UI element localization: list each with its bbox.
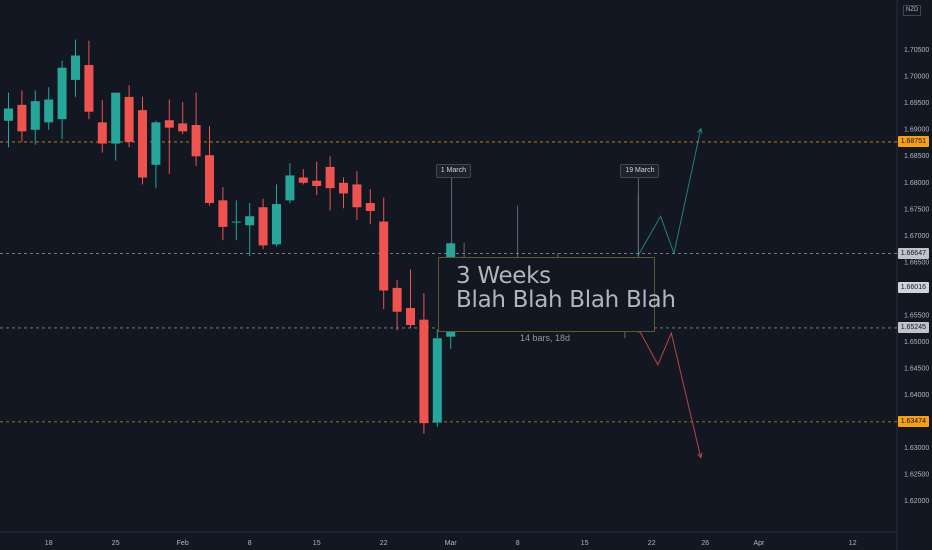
bear-candle (379, 221, 389, 291)
bull-candle (151, 122, 161, 165)
time-tick-label: 26 (701, 540, 709, 547)
price-tick-label: 1.67500 (904, 206, 929, 213)
date-callout-1-march[interactable]: 1 March (435, 164, 471, 178)
bear-candle (258, 207, 268, 246)
time-tick-label: 8 (248, 540, 252, 547)
bull-candle (111, 92, 121, 144)
time-tick-label: 25 (112, 540, 120, 547)
projection-path-down (637, 327, 702, 458)
price-tick-label: 1.66500 (904, 259, 929, 266)
bull-candle (71, 55, 80, 80)
price-tick-label: 1.62000 (904, 498, 929, 505)
bear-candle (365, 202, 375, 211)
bear-candle (419, 319, 429, 424)
time-tick-label: 18 (45, 540, 53, 547)
bull-candle (231, 221, 241, 223)
time-tick-label: 12 (849, 540, 857, 547)
bear-candle (178, 123, 188, 132)
bear-candle (205, 155, 214, 203)
bull-candle (30, 101, 40, 130)
bear-candle (164, 120, 174, 128)
bear-candle (339, 182, 348, 194)
price-tick-label: 1.65000 (904, 339, 929, 346)
projection-path-up (637, 128, 702, 257)
bear-candle (84, 65, 94, 112)
bear-candle (17, 104, 27, 132)
bull-candle (44, 99, 54, 123)
price-tick-label: 1.63000 (904, 445, 929, 452)
bear-candle (298, 177, 308, 183)
price-tick-label: 1.68500 (904, 153, 929, 160)
price-tick-label: 1.64000 (904, 392, 929, 399)
price-level-tag: 1.65245 (897, 322, 929, 334)
price-tick-label: 1.65500 (904, 312, 929, 319)
bull-candle (4, 108, 13, 121)
bear-candle (97, 122, 107, 144)
measure-label: 14 bars, 18d (520, 333, 571, 343)
time-tick-label: 15 (581, 540, 589, 547)
price-level-tag: 1.66647 (897, 248, 929, 260)
time-tick-label: 22 (648, 540, 656, 547)
bear-candle (218, 200, 228, 227)
bull-candle (432, 338, 442, 423)
price-tick-label: 1.70500 (904, 47, 929, 54)
bear-candle (325, 166, 335, 189)
current-price-tag: 1.66016 (897, 281, 929, 293)
price-tick-label: 1.69000 (904, 127, 929, 134)
price-tick-label: 1.62500 (904, 472, 929, 479)
bear-candle (392, 287, 402, 312)
time-tick-label: 15 (313, 540, 321, 547)
time-tick-label: Feb (177, 540, 189, 547)
price-level-tag: 1.68751 (897, 136, 929, 148)
price-tick-label: 1.67000 (904, 233, 929, 240)
text-note-box[interactable]: 3 Weeks Blah Blah Blah Blah (438, 257, 676, 332)
time-tick-label: 22 (380, 540, 388, 547)
bear-candle (124, 96, 134, 142)
time-tick-label: 8 (516, 540, 520, 547)
projection-arrowhead (697, 452, 703, 459)
price-tick-label: 1.64500 (904, 365, 929, 372)
date-callout-19-march[interactable]: 19 March (620, 164, 660, 178)
note-body: Blah Blah Blah Blah (456, 287, 676, 313)
projection-arrowhead (697, 127, 703, 134)
bear-candle (138, 110, 147, 178)
bear-candle (312, 180, 322, 187)
bull-candle (57, 67, 67, 120)
currency-badge: NZD (903, 5, 922, 16)
bear-candle (191, 125, 201, 157)
bull-candle (285, 175, 295, 201)
bear-candle (352, 184, 362, 208)
note-title: 3 Weeks (456, 263, 551, 289)
bull-candle (245, 216, 255, 226)
price-level-tag: 1.63474 (897, 416, 929, 428)
price-tick-label: 1.70000 (904, 74, 929, 81)
time-tick-label: Mar (445, 540, 458, 547)
bear-candle (406, 308, 415, 326)
price-tick-label: 1.68000 (904, 180, 929, 187)
bull-candle (272, 204, 281, 245)
price-tick-label: 1.69500 (904, 100, 929, 107)
time-tick-label: Apr (753, 540, 765, 547)
